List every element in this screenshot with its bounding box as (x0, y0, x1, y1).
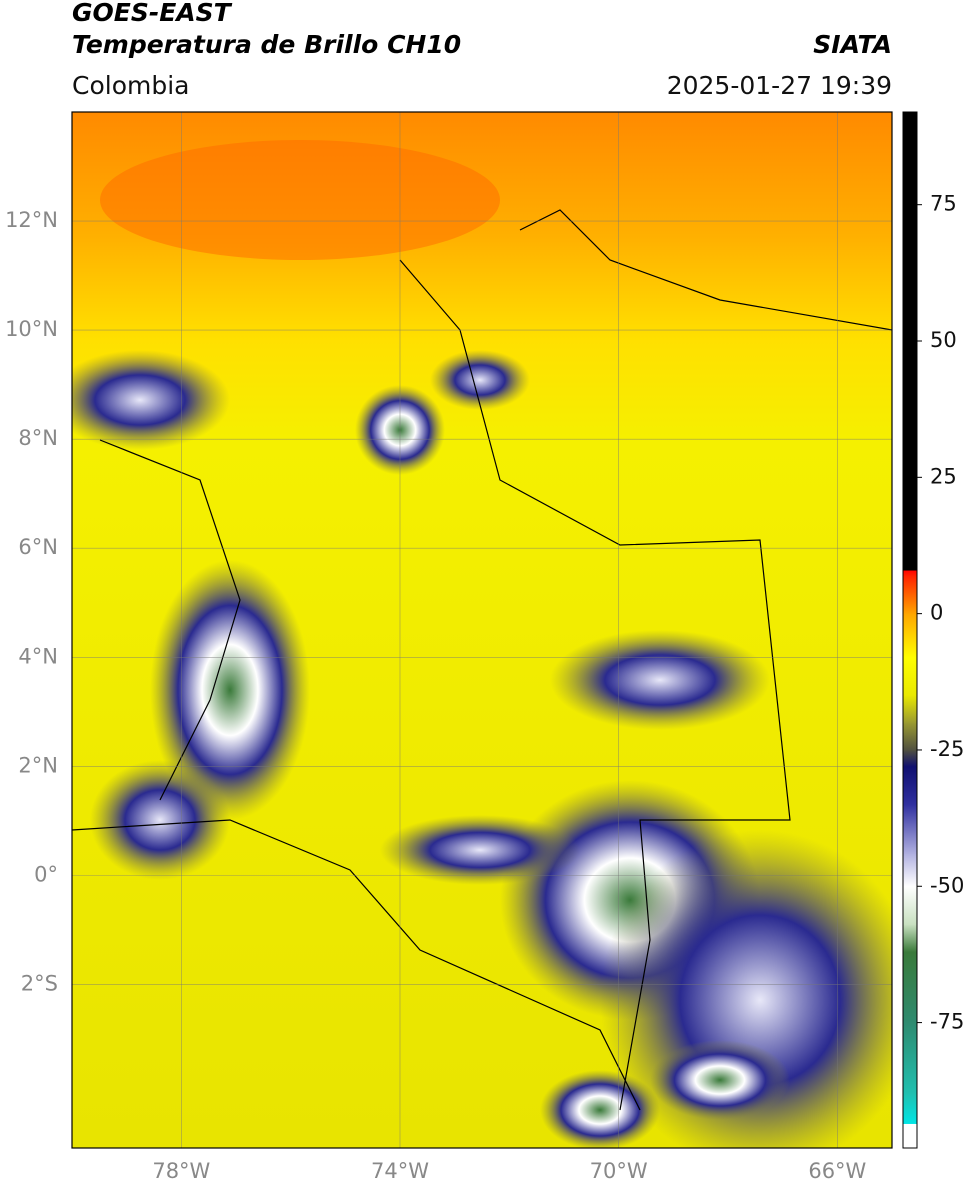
x-tick-label: 70°W (590, 1159, 648, 1183)
datetime: 2025-01-27 19:39 (667, 71, 892, 100)
colorbar-tick-label: 0 (930, 601, 943, 625)
subtitle: Temperatura de Brillo CH10 (72, 30, 461, 59)
colorbar-tick-label: -25 (930, 737, 964, 761)
colorbar-segment (903, 657, 917, 696)
region: Colombia (72, 71, 189, 100)
colorbar-tick-label: -75 (930, 1010, 964, 1034)
cloud (650, 1040, 790, 1120)
cloud (72, 350, 230, 450)
colorbar-tick-label: 50 (930, 328, 957, 352)
border (72, 209, 892, 1111)
colorbar-segment (903, 1093, 917, 1124)
colorbar-segment (903, 613, 917, 658)
cloud (550, 630, 770, 730)
colorbar-segment (903, 749, 917, 767)
colorbar-segment (903, 853, 917, 887)
colorbar-frame (902, 111, 918, 1149)
colorbar-tick-label: -50 (930, 873, 964, 897)
colorbar-tick-label: 75 (930, 192, 957, 216)
colorbar-segment (903, 886, 917, 925)
colorbar-segment (903, 924, 917, 953)
colorbar-segment (903, 951, 917, 1024)
cloud (380, 815, 580, 885)
y-tick-label: 2°S (21, 971, 58, 995)
colorbar-tick-label: 25 (930, 464, 957, 488)
warm-area (100, 140, 500, 260)
y-tick-label: 4°N (18, 644, 58, 668)
colorbar-segment (903, 1123, 917, 1149)
cloud (540, 1070, 660, 1148)
colorbar-segment (903, 722, 917, 751)
map-imagery (72, 112, 892, 1148)
map-frame (71, 111, 893, 1149)
colorbar-segment (903, 570, 917, 576)
colorbar-segment (903, 766, 917, 805)
y-tick-label: 6°N (18, 535, 58, 559)
x-tick-label: 66°W (808, 1159, 866, 1183)
x-tick-label: 74°W (371, 1159, 429, 1183)
colorbar-segment (903, 112, 917, 571)
cloud (430, 350, 530, 410)
y-tick-label: 12°N (5, 208, 58, 232)
cloud (150, 560, 310, 820)
x-tick-label: 78°W (152, 1159, 210, 1183)
colorbar-segment (903, 575, 917, 615)
y-tick-label: 10°N (5, 317, 58, 341)
agency: SIATA (813, 30, 892, 59)
cloud (90, 760, 230, 880)
y-tick-label: 2°N (18, 753, 58, 777)
colorbar-segment (903, 695, 917, 724)
colorbar-segment (903, 804, 917, 855)
colorbar-segment (903, 1022, 917, 1094)
title: GOES-EAST (72, 0, 233, 27)
y-tick-label: 8°N (18, 426, 58, 450)
y-tick-label: 0° (34, 862, 58, 886)
